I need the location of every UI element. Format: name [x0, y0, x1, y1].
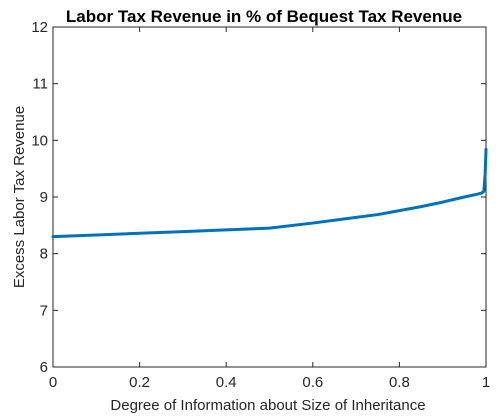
series-line-1 [51, 147, 488, 239]
y-tick-label: 8 [40, 246, 48, 263]
series-group [51, 147, 488, 239]
y-tick-label: 7 [40, 302, 48, 319]
y-tick-label: 9 [40, 189, 48, 206]
x-tick-label: 0 [49, 374, 57, 391]
x-tick-label: 0.6 [302, 374, 323, 391]
x-tick-label: 0.4 [216, 374, 237, 391]
x-tick-label: 1 [482, 374, 490, 391]
y-tick-label: 11 [32, 76, 48, 93]
y-axis-label: Excess Labor Tax Revenue [11, 106, 28, 288]
plot-frame [52, 26, 487, 368]
x-axis: 0 0.2 0.4 0.6 0.8 1 [49, 27, 490, 391]
chart-title: Labor Tax Revenue in % of Bequest Tax Re… [66, 7, 462, 26]
y-tick-label: 6 [40, 359, 48, 376]
x-tick-label: 0.2 [129, 374, 150, 391]
y-axis: 6 7 8 9 10 11 12 [31, 19, 486, 376]
x-axis-label: Degree of Information about Size of Inhe… [110, 397, 425, 414]
y-tick-label: 10 [31, 132, 48, 149]
x-tick-label: 0.8 [389, 374, 410, 391]
y-tick-label: 12 [31, 19, 48, 36]
